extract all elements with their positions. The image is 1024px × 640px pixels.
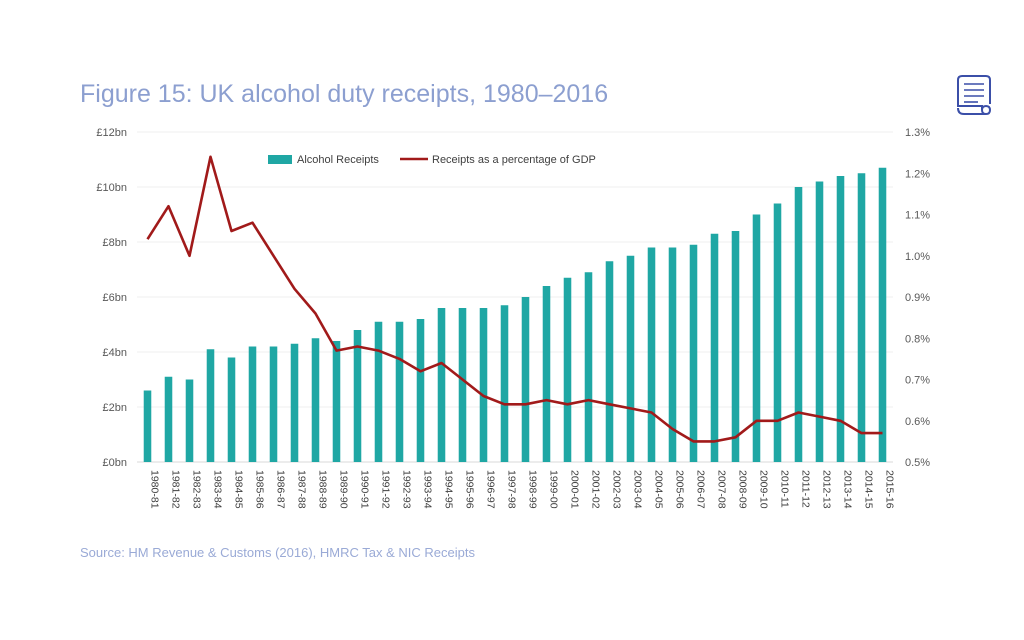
bar (878, 167, 887, 462)
bar (752, 214, 761, 462)
bar (290, 343, 299, 462)
x-tick-label: 2005-06 (674, 470, 686, 509)
x-tick-label: 2004-05 (653, 470, 665, 509)
x-tick-label: 2007-08 (716, 470, 728, 509)
bar (794, 187, 803, 462)
x-tick-label: 1985-86 (254, 470, 266, 509)
bar (143, 390, 152, 462)
bar (458, 308, 467, 462)
bar (647, 247, 656, 462)
bar (710, 233, 719, 462)
y-right-tick-label: 1.2% (905, 168, 930, 180)
bar (353, 330, 362, 462)
bar (836, 176, 845, 462)
bar (437, 308, 446, 462)
bar (563, 277, 572, 462)
x-tick-label: 2011-12 (800, 470, 812, 508)
y-left-tick-label: £2bn (103, 402, 127, 414)
bar (248, 346, 257, 462)
x-tick-label: 1980-81 (149, 470, 161, 509)
y-left-tick-label: £10bn (96, 182, 127, 194)
y-right-tick-label: 0.5% (905, 457, 930, 469)
x-tick-label: 2001-02 (590, 470, 602, 509)
y-right-tick-label: 1.1% (905, 210, 930, 222)
x-tick-label: 2008-09 (737, 470, 749, 509)
bar (332, 341, 341, 462)
bar (164, 376, 173, 462)
x-tick-label: 2015-16 (884, 470, 896, 509)
y-right-tick-label: 0.9% (905, 292, 930, 304)
y-right-tick-label: 0.6% (905, 416, 930, 428)
bar (206, 349, 215, 462)
y-right-tick-label: 0.7% (905, 375, 930, 387)
x-tick-label: 1995-96 (464, 470, 476, 509)
bar (416, 319, 425, 462)
bar (626, 255, 635, 462)
x-tick-label: 2002-03 (611, 470, 623, 509)
x-tick-label: 2009-10 (758, 470, 770, 509)
x-tick-label: 1989-90 (338, 470, 350, 509)
bar (395, 321, 404, 462)
bar (815, 181, 824, 462)
y-right-tick-label: 1.0% (905, 251, 930, 263)
bar (185, 379, 194, 462)
x-tick-label: 2014-15 (863, 470, 875, 509)
y-left-tick-label: £4bn (103, 347, 127, 359)
x-tick-label: 2000-01 (569, 470, 581, 509)
x-tick-label: 1983-84 (212, 470, 224, 509)
series-line-gdp-percentage (146, 155, 883, 443)
x-tick-label: 1984-85 (233, 470, 245, 509)
x-tick-label: 1998-99 (527, 470, 539, 509)
x-tick-label: 1982-83 (191, 470, 203, 509)
bar (479, 308, 488, 462)
document-scroll-icon (957, 75, 992, 115)
bar (500, 305, 509, 462)
y-left-tick-label: £6bn (103, 292, 127, 304)
bar (605, 261, 614, 462)
figure-title: Figure 15: UK alcohol duty receipts, 198… (80, 80, 609, 108)
y-right-tick-label: 1.3% (905, 127, 930, 139)
bar (689, 244, 698, 462)
bar (227, 357, 236, 462)
x-tick-label: 1996-97 (485, 470, 497, 509)
x-tick-label: 2006-07 (695, 470, 707, 509)
y-left-tick-label: £0bn (103, 457, 127, 469)
x-tick-label: 1991-92 (380, 470, 392, 509)
x-tick-label: 1990-91 (359, 470, 371, 509)
x-tick-label: 1986-87 (275, 470, 287, 509)
bar (773, 203, 782, 462)
x-tick-label: 1992-93 (401, 470, 413, 509)
bar (542, 286, 551, 462)
bar (269, 346, 278, 462)
x-tick-label: 1987-88 (296, 470, 308, 509)
legend-swatch-alcohol-receipts (268, 155, 292, 164)
bar (311, 338, 320, 462)
bar (374, 321, 383, 462)
y-left-tick-label: £12bn (96, 127, 127, 139)
x-tick-label: 2003-04 (632, 470, 644, 509)
bar (668, 247, 677, 462)
x-tick-label: 1997-98 (506, 470, 518, 509)
x-tick-label: 2013-14 (842, 470, 854, 509)
legend-label-alcohol-receipts: Alcohol Receipts (297, 154, 379, 166)
x-tick-label: 2010-11 (779, 470, 791, 508)
legend-label-gdp-percentage: Receipts as a percentage of GDP (432, 154, 596, 166)
x-tick-label: 1994-95 (443, 470, 455, 509)
source-note: Source: HM Revenue & Customs (2016), HMR… (80, 545, 475, 560)
x-tick-label: 1993-94 (422, 470, 434, 509)
x-tick-label: 1988-89 (317, 470, 329, 509)
bar (584, 272, 593, 462)
y-right-tick-label: 0.8% (905, 333, 930, 345)
x-tick-label: 2012-13 (821, 470, 833, 509)
x-tick-label: 1999-00 (548, 470, 560, 509)
bar (731, 231, 740, 462)
y-left-tick-label: £8bn (103, 237, 127, 249)
x-tick-label: 1981-82 (170, 470, 182, 509)
bar (521, 297, 530, 462)
bar (857, 173, 866, 462)
